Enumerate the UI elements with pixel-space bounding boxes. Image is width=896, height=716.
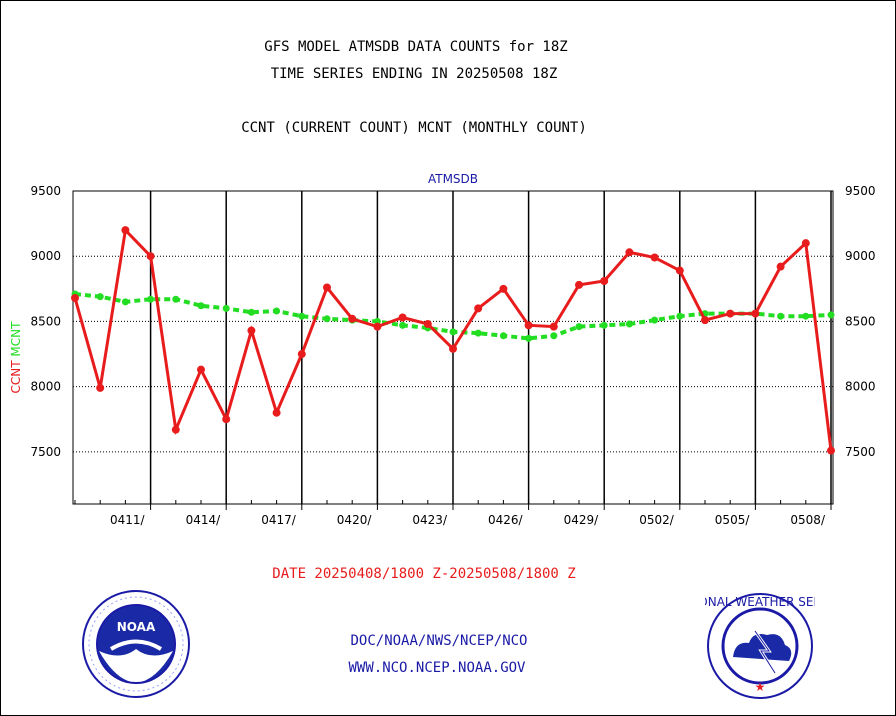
ccnt-point (348, 314, 357, 323)
y-tick-label-right: 8000 (845, 380, 876, 394)
y-axis-label-mcnt: MCNT (9, 321, 23, 357)
ccnt-point (146, 252, 155, 261)
x-tick-label: 0420/ (337, 513, 373, 527)
x-tick-label: 0508/ (790, 513, 826, 527)
ccnt-point (625, 248, 634, 257)
ccnt-point (423, 320, 432, 329)
y-axis-label-ccnt: CCNT (9, 357, 23, 394)
mcnt-point (121, 298, 129, 306)
chart-title: GFS MODEL ATMSDB DATA COUNTS for 18Z (264, 39, 568, 55)
mcnt-point (96, 293, 104, 301)
ccnt-point (398, 313, 407, 322)
ccnt-point (776, 262, 785, 271)
noaa-logo-text: NOAA (117, 620, 156, 634)
ccnt-point (801, 239, 810, 248)
ccnt-point (600, 276, 609, 285)
y-tick-label-left: 8000 (30, 380, 61, 394)
mcnt-point (550, 332, 558, 340)
mcnt-point (676, 312, 684, 320)
x-tick-label: 0414/ (186, 513, 222, 527)
ccnt-point (751, 309, 760, 318)
mcnt-point (802, 312, 810, 320)
x-tick-label: 0505/ (715, 513, 751, 527)
y-axis-label: CCNT MCNT (9, 321, 23, 394)
mcnt-point (247, 308, 255, 316)
nws-logo-ring-text: NATIONAL WEATHER SERVICE (705, 595, 815, 609)
y-tick-label-left: 8500 (30, 314, 61, 328)
y-tick-label-right: 7500 (845, 445, 876, 459)
ccnt-point (222, 415, 231, 424)
nws-logo: ★ NATIONAL WEATHER SERVICE (705, 593, 815, 699)
mcnt-point (575, 323, 583, 331)
ccnt-point (650, 253, 659, 262)
ccnt-point (549, 322, 558, 331)
noaa-logo: NOAA (82, 590, 190, 698)
x-tick-label: 0502/ (639, 513, 675, 527)
mcnt-point (449, 328, 457, 336)
ccnt-point (726, 309, 735, 318)
ccnt-point (675, 266, 684, 275)
y-tick-label-right: 9000 (845, 249, 876, 263)
mcnt-point (474, 329, 482, 337)
mcnt-point (172, 295, 180, 303)
mcnt-point (298, 312, 306, 320)
mcnt-point (777, 312, 785, 320)
x-tick-label: 0411/ (110, 513, 146, 527)
chart-legend-description: CCNT (CURRENT COUNT) MCNT (MONTHLY COUNT… (241, 120, 587, 136)
ccnt-point (247, 326, 256, 335)
date-range: DATE 20250408/1800 Z-20250508/1800 Z (272, 566, 576, 582)
y-tick-label-right: 9500 (845, 184, 876, 198)
ccnt-point (297, 350, 306, 359)
y-tick-label-right: 8500 (845, 314, 876, 328)
ccnt-point (499, 284, 508, 293)
mcnt-point (600, 321, 608, 329)
y-tick-label-left: 9500 (30, 184, 61, 198)
x-tick-label: 0423/ (412, 513, 448, 527)
footer-url: WWW.NCO.NCEP.NOAA.GOV (348, 660, 526, 676)
y-tick-label-left: 7500 (30, 445, 61, 459)
mcnt-point (499, 332, 507, 340)
ccnt-point (524, 321, 533, 330)
ccnt-point (121, 226, 130, 235)
panel-label: ATMSDB (427, 172, 479, 186)
x-tick-label: 0417/ (261, 513, 297, 527)
mcnt-point (525, 334, 533, 342)
ccnt-point (449, 344, 457, 353)
ccnt-point (474, 304, 483, 313)
ccnt-point (701, 316, 709, 325)
mcnt-point (273, 307, 281, 315)
ccnt-point (827, 446, 835, 455)
mcnt-point (197, 302, 205, 310)
mcnt-point (222, 304, 230, 312)
ccnt-point (197, 365, 205, 374)
mcnt-point (651, 316, 659, 324)
ccnt-point (272, 408, 281, 417)
mcnt-point (323, 315, 331, 323)
mcnt-point (147, 295, 155, 303)
ccnt-point (96, 383, 105, 392)
svg-text:★: ★ (755, 680, 766, 694)
ccnt-point (373, 322, 382, 331)
mcnt-point (625, 320, 633, 328)
ccnt-point (323, 283, 331, 292)
footer-org: DOC/NOAA/NWS/NCEP/NCO (350, 633, 528, 649)
x-tick-label: 0426/ (488, 513, 524, 527)
x-tick-label: 0429/ (564, 513, 600, 527)
y-tick-label-left: 9000 (30, 249, 61, 263)
ccnt-point (171, 425, 180, 434)
mcnt-point (827, 311, 835, 319)
chart-subtitle-series: TIME SERIES ENDING IN 20250508 18Z (270, 66, 558, 82)
ccnt-point (71, 293, 79, 302)
mcnt-point (399, 321, 407, 329)
ccnt-point (575, 280, 583, 289)
